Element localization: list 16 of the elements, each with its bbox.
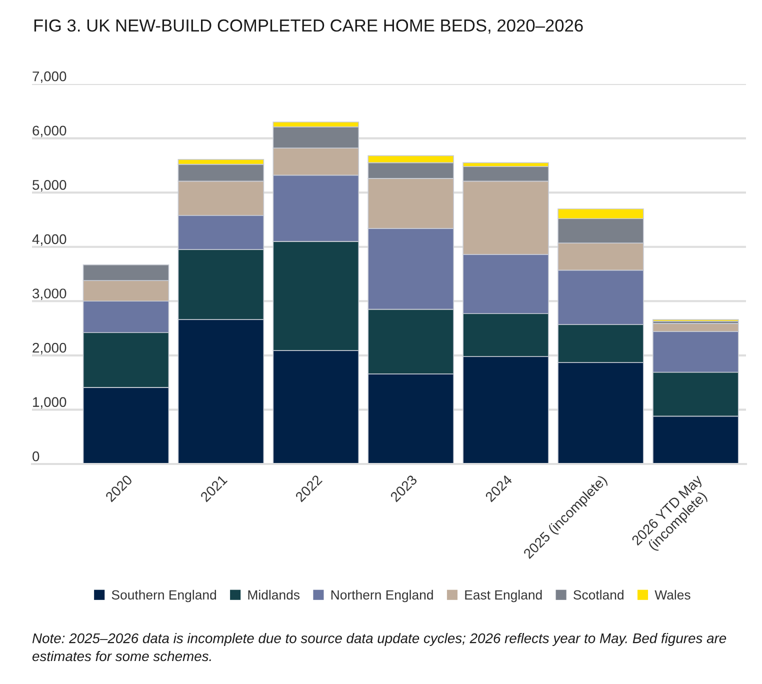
y-tick-label: 1,000 — [33, 397, 66, 409]
chart-title: FIG 3. UK NEW-BUILD COMPLETED CARE HOME BEDS, 2020–2026 — [34, 19, 583, 34]
y-tick-label: 7,000 — [32, 71, 66, 83]
legend-label: East England — [465, 590, 542, 602]
y-tick-label: 5,000 — [32, 180, 66, 192]
y-tick-label: 0 — [32, 451, 40, 462]
y-tick-label: 4,000 — [32, 234, 66, 246]
legend-label: Northern England — [331, 590, 433, 602]
y-tick-label: 2,000 — [32, 342, 66, 354]
y-tick-label: 6,000 — [32, 126, 66, 138]
y-tick-label: 3,000 — [32, 288, 66, 300]
legend-label: Southern England — [112, 590, 216, 602]
legend-label: Midlands — [248, 590, 300, 600]
text: Note: 2025–2026 data is incomplete due to source data update cycles; 2026 reflects year to May. Bed figures are estimates for some schemes. — [32, 633, 726, 662]
legend-label: Scotland — [574, 590, 624, 600]
legend-label: Wales — [654, 590, 690, 600]
